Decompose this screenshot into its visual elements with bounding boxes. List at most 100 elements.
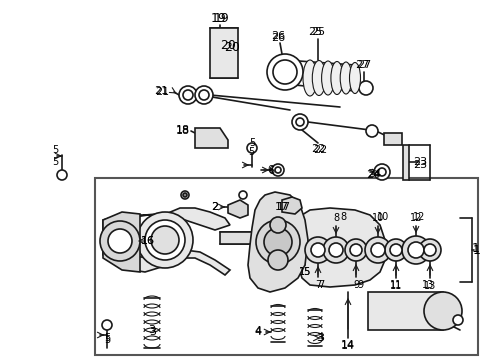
Text: 3: 3 <box>148 325 155 335</box>
Text: 26: 26 <box>270 33 285 43</box>
Text: 25: 25 <box>307 27 322 37</box>
Text: 24: 24 <box>365 170 379 180</box>
Circle shape <box>373 164 389 180</box>
Text: 8: 8 <box>339 212 346 222</box>
Circle shape <box>100 221 140 261</box>
Circle shape <box>377 168 385 176</box>
Text: 7: 7 <box>317 280 324 290</box>
Circle shape <box>183 193 186 197</box>
Text: 12: 12 <box>412 212 425 222</box>
Bar <box>220 232 285 244</box>
Text: 27: 27 <box>354 60 368 70</box>
Text: 4: 4 <box>254 327 261 337</box>
Circle shape <box>423 244 435 256</box>
Text: 3: 3 <box>149 327 156 337</box>
Ellipse shape <box>340 62 351 94</box>
Text: 2: 2 <box>211 202 218 212</box>
Circle shape <box>358 81 372 95</box>
Ellipse shape <box>330 62 343 95</box>
Circle shape <box>151 226 179 254</box>
Text: 18: 18 <box>176 126 190 136</box>
Circle shape <box>267 250 287 270</box>
Circle shape <box>274 167 281 173</box>
Text: 8: 8 <box>332 213 338 223</box>
Text: 16: 16 <box>141 236 155 246</box>
Circle shape <box>264 228 291 256</box>
Circle shape <box>364 237 390 263</box>
Circle shape <box>266 54 303 90</box>
Polygon shape <box>282 197 302 214</box>
Text: 5: 5 <box>103 335 110 345</box>
Text: 9: 9 <box>356 280 362 290</box>
Bar <box>402 145 408 180</box>
Text: 22: 22 <box>310 144 325 154</box>
Text: 4: 4 <box>254 326 261 336</box>
Text: 5: 5 <box>247 147 254 157</box>
Bar <box>367 292 442 330</box>
Circle shape <box>57 170 67 180</box>
Text: 19: 19 <box>214 12 229 24</box>
Text: 15: 15 <box>298 267 310 277</box>
Bar <box>383 133 401 145</box>
Text: 20: 20 <box>224 41 240 54</box>
Text: 20: 20 <box>220 39 235 51</box>
Circle shape <box>407 242 423 258</box>
Polygon shape <box>227 200 247 218</box>
Polygon shape <box>195 128 227 148</box>
Circle shape <box>137 212 193 268</box>
Circle shape <box>401 236 429 264</box>
Text: 13: 13 <box>421 280 433 290</box>
Text: 10: 10 <box>376 212 388 222</box>
Text: 5: 5 <box>52 145 58 155</box>
Text: 6: 6 <box>267 166 273 176</box>
Ellipse shape <box>349 63 360 94</box>
Circle shape <box>328 243 342 257</box>
Text: 18: 18 <box>176 125 190 135</box>
Circle shape <box>323 237 348 263</box>
Circle shape <box>345 239 366 261</box>
Circle shape <box>291 114 307 130</box>
Text: 16: 16 <box>141 236 155 246</box>
Text: 2: 2 <box>211 202 218 212</box>
Polygon shape <box>247 192 307 292</box>
Text: 11: 11 <box>389 281 401 291</box>
Text: 6: 6 <box>266 165 272 175</box>
Circle shape <box>195 86 213 104</box>
Text: 1: 1 <box>472 243 480 257</box>
Circle shape <box>145 220 184 260</box>
Text: 11: 11 <box>389 280 401 290</box>
Circle shape <box>272 60 296 84</box>
Circle shape <box>370 243 384 257</box>
Text: 24: 24 <box>366 169 380 179</box>
Text: 21: 21 <box>154 86 168 96</box>
Text: 7: 7 <box>314 280 321 290</box>
Ellipse shape <box>312 60 325 95</box>
Text: 13: 13 <box>423 281 435 291</box>
Text: 27: 27 <box>356 60 370 70</box>
Circle shape <box>239 191 246 199</box>
Circle shape <box>246 143 257 153</box>
Circle shape <box>108 229 132 253</box>
Circle shape <box>305 237 330 263</box>
Circle shape <box>384 239 406 261</box>
Circle shape <box>452 315 462 325</box>
Circle shape <box>269 217 285 233</box>
Text: 15: 15 <box>298 267 310 277</box>
Text: 19: 19 <box>211 12 226 24</box>
Text: 23: 23 <box>412 157 426 167</box>
Circle shape <box>199 90 208 100</box>
Circle shape <box>102 320 112 330</box>
Text: 14: 14 <box>340 340 354 350</box>
Circle shape <box>349 244 361 256</box>
Text: 25: 25 <box>310 27 325 37</box>
Text: 12: 12 <box>409 213 421 223</box>
Text: 22: 22 <box>312 145 326 155</box>
Ellipse shape <box>321 61 334 95</box>
Text: 3: 3 <box>316 333 323 343</box>
Text: 26: 26 <box>270 31 285 41</box>
Polygon shape <box>297 208 384 287</box>
Polygon shape <box>103 208 229 275</box>
Polygon shape <box>103 212 140 272</box>
Text: 23: 23 <box>412 160 426 170</box>
Text: 14: 14 <box>340 341 354 351</box>
